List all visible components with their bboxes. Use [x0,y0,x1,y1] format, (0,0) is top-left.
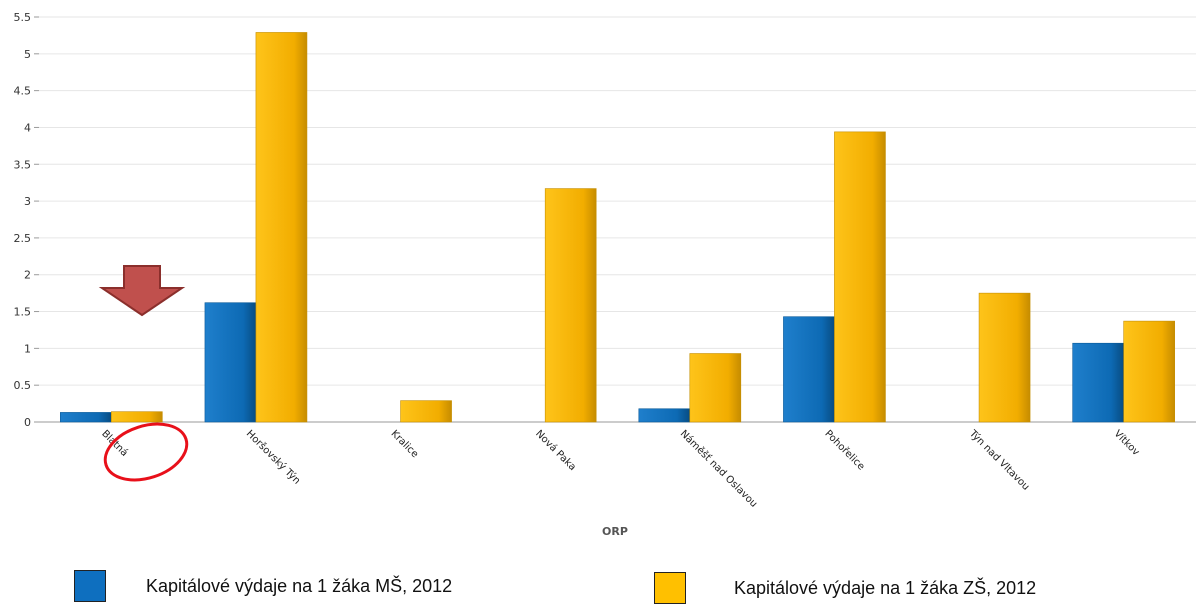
x-tick-label: Náměšť nad Oslavou [678,428,760,510]
x-tick-label: Týn nad Vltavou [966,427,1032,493]
legend-swatch-zs [654,572,686,604]
y-tick-label: 4.5 [14,85,32,98]
legend-swatch-ms [74,570,106,602]
bar-zs [690,354,741,422]
bar-ms [60,412,111,422]
y-tick-label: 2 [24,269,31,282]
bar-zs [1124,321,1175,422]
y-tick-label: 4 [24,121,31,134]
y-tick-label: 5.5 [14,11,32,24]
legend-item-zs: Kapitálové výdaje na 1 žáka ZŠ, 2012 [654,572,1036,604]
x-tick-label: Vítkov [1112,428,1142,458]
x-tick-label: Horšovský Týn [244,428,303,487]
bar-zs [979,293,1030,422]
y-tick-label: 0 [24,416,31,429]
x-tick-label: Pohořelice [822,428,867,473]
bar-ms [205,303,256,422]
bar-ms [639,409,690,422]
bar-zs [834,132,885,422]
y-axis: 0 0.5 1 1.5 2 2.5 3 3.5 4 4.5 5 5.5 [14,11,40,429]
bar-zs [111,412,162,422]
bar-ms [783,317,834,422]
bar-zs [545,189,596,422]
y-tick-label: 5 [24,48,31,61]
y-tick-label: 2.5 [14,232,32,245]
bar-chart: 00.511.522.533.544.555.5 Blatná Horšovský… [0,0,1203,540]
highlight-ellipse [98,414,194,489]
down-arrow-icon [102,266,182,315]
y-tick-label: 1.5 [14,306,32,319]
legend-item-ms: Kapitálové výdaje na 1 žáka MŠ, 2012 [74,570,452,602]
x-axis-label: ORP [602,525,628,538]
x-axis: Blatná Horšovský Týn Kralice Nová Paka Náměš… [99,427,1142,510]
y-tick-label: 3 [24,195,31,208]
legend-label-zs: Kapitálové výdaje na 1 žáka ZŠ, 2012 [734,578,1036,599]
x-tick-label: Nová Paka [533,428,578,473]
x-tick-label: Kralice [388,428,420,460]
bar-zs [401,401,452,422]
y-tick-label: 3.5 [14,158,32,171]
y-tick-label: 0.5 [14,379,32,392]
bar-ms [1073,343,1124,422]
bar-zs [256,32,307,422]
y-tick-label: 1 [24,342,31,355]
legend-label-ms: Kapitálové výdaje na 1 žáka MŠ, 2012 [146,576,452,597]
